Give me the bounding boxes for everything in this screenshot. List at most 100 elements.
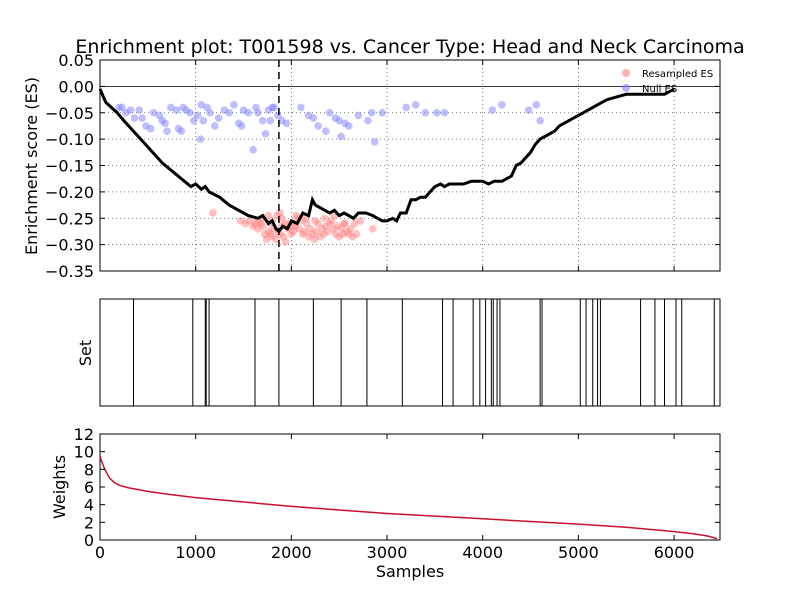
null-es-point — [282, 119, 291, 128]
set-axes-frame — [99, 298, 721, 407]
null-es-point — [211, 122, 219, 130]
null-es-point — [214, 114, 223, 122]
null-es-point — [130, 114, 139, 122]
resampled-es-point — [340, 219, 348, 228]
set-panel: Set — [76, 298, 721, 407]
null-es-point — [536, 116, 544, 125]
es-x-ticks — [99, 60, 675, 271]
null-es-point — [249, 145, 257, 154]
null-es-point — [378, 108, 387, 117]
es-y-tick-label: −0.20 — [45, 183, 94, 202]
legend-null-label: Null ES — [642, 84, 677, 95]
null-es-point — [254, 108, 262, 117]
null-es-point — [196, 135, 205, 143]
weights-x-tick-label: 3000 — [367, 543, 408, 562]
weights-x-tick-label: 6000 — [654, 543, 695, 562]
set-membership-lines — [132, 299, 715, 406]
resampled-es-point — [356, 217, 365, 225]
null-es-point — [367, 108, 376, 117]
resampled-es-point — [245, 217, 254, 225]
null-es-point — [244, 108, 253, 117]
null-es-point — [411, 101, 420, 109]
weights-y-tick-label: 12 — [74, 425, 94, 444]
weights-y-tick-label: 6 — [84, 478, 94, 497]
null-es-point — [322, 127, 330, 136]
null-es-point — [440, 108, 449, 117]
null-es-point — [498, 101, 506, 109]
null-es-point — [532, 101, 541, 109]
null-es-point — [337, 132, 345, 141]
weights-x-tick-label: 5000 — [558, 543, 599, 562]
null-es-point — [206, 108, 214, 117]
weights-x-tick-label: 2000 — [271, 543, 312, 562]
resampled-es-point — [346, 225, 355, 233]
weights-y-tick-label: 2 — [84, 513, 94, 532]
resampled-es-point — [311, 217, 320, 225]
null-es-point — [225, 108, 233, 117]
null-es-point — [161, 119, 169, 128]
null-es-point — [488, 106, 497, 114]
null-es-point — [354, 111, 363, 120]
resampled-es-point — [281, 238, 290, 246]
null-es-point — [146, 124, 155, 133]
weights-x-label: Samples — [376, 562, 444, 581]
null-es-points — [115, 101, 544, 154]
weights-line — [99, 455, 718, 540]
weights-y-label: Weights — [50, 455, 69, 519]
null-es-point — [189, 116, 198, 125]
resampled-es-point — [292, 211, 300, 220]
null-es-point — [163, 127, 171, 136]
resampled-es-point — [272, 235, 280, 244]
es-y-tick-label: −0.30 — [45, 236, 94, 255]
resampled-es-point — [350, 219, 359, 228]
null-es-point — [270, 103, 278, 112]
null-es-point — [197, 101, 206, 109]
resampled-es-point — [321, 214, 329, 223]
null-es-point — [274, 111, 282, 120]
weights-x-ticks: 0 1000 2000 3000 4000 5000 6000 — [95, 434, 695, 562]
null-es-point — [524, 106, 533, 114]
resampled-es-point — [312, 227, 321, 236]
es-y-tick-label: −0.05 — [45, 104, 94, 123]
legend-resampled-label: Resampled ES — [642, 69, 713, 80]
null-es-point — [118, 103, 126, 112]
null-es-point — [325, 108, 334, 117]
null-es-point — [149, 108, 158, 117]
null-es-point — [309, 114, 318, 122]
null-es-point — [258, 116, 267, 125]
legend: Resampled ES Null ES — [622, 69, 713, 95]
null-es-point — [297, 103, 305, 112]
resampled-es-point — [300, 227, 309, 236]
legend-resampled-marker — [622, 69, 630, 77]
null-es-point — [230, 101, 238, 109]
null-es-point — [177, 127, 186, 136]
weights-x-tick-label: 4000 — [462, 543, 503, 562]
es-y-tick-label: 0.00 — [58, 77, 94, 96]
es-y-tick-label: −0.15 — [45, 157, 94, 176]
resampled-es-point — [209, 209, 217, 217]
es-y-tick-label: −0.25 — [45, 209, 94, 228]
null-es-point — [138, 114, 146, 122]
es-panel: 0.05 0.00 −0.05 −0.10 −0.15 −0.20 −0.25 −0.30 −0… — [22, 51, 721, 281]
null-es-point — [167, 103, 175, 112]
null-es-point — [261, 130, 270, 138]
weights-x-tick-label: 0 — [95, 543, 105, 562]
resampled-es-point — [264, 211, 273, 220]
es-y-label: Enrichment score (ES) — [22, 77, 41, 255]
null-es-point — [237, 122, 246, 130]
null-es-point — [421, 108, 430, 117]
es-y-tick-label: −0.35 — [45, 262, 94, 281]
null-es-point — [186, 108, 194, 117]
chart-title: Enrichment plot: T001598 vs. Cancer Type… — [75, 36, 744, 58]
resampled-es-point — [277, 214, 286, 223]
resampled-es-point — [352, 230, 361, 238]
null-es-point — [135, 106, 144, 114]
es-y-ticks: 0.05 0.00 −0.05 −0.10 −0.15 −0.20 −0.25 −0.30 −0… — [45, 51, 720, 281]
resampled-es-point — [295, 225, 303, 233]
set-y-label: Set — [76, 340, 95, 366]
null-es-point — [335, 116, 343, 125]
resampled-es-point — [323, 227, 332, 236]
